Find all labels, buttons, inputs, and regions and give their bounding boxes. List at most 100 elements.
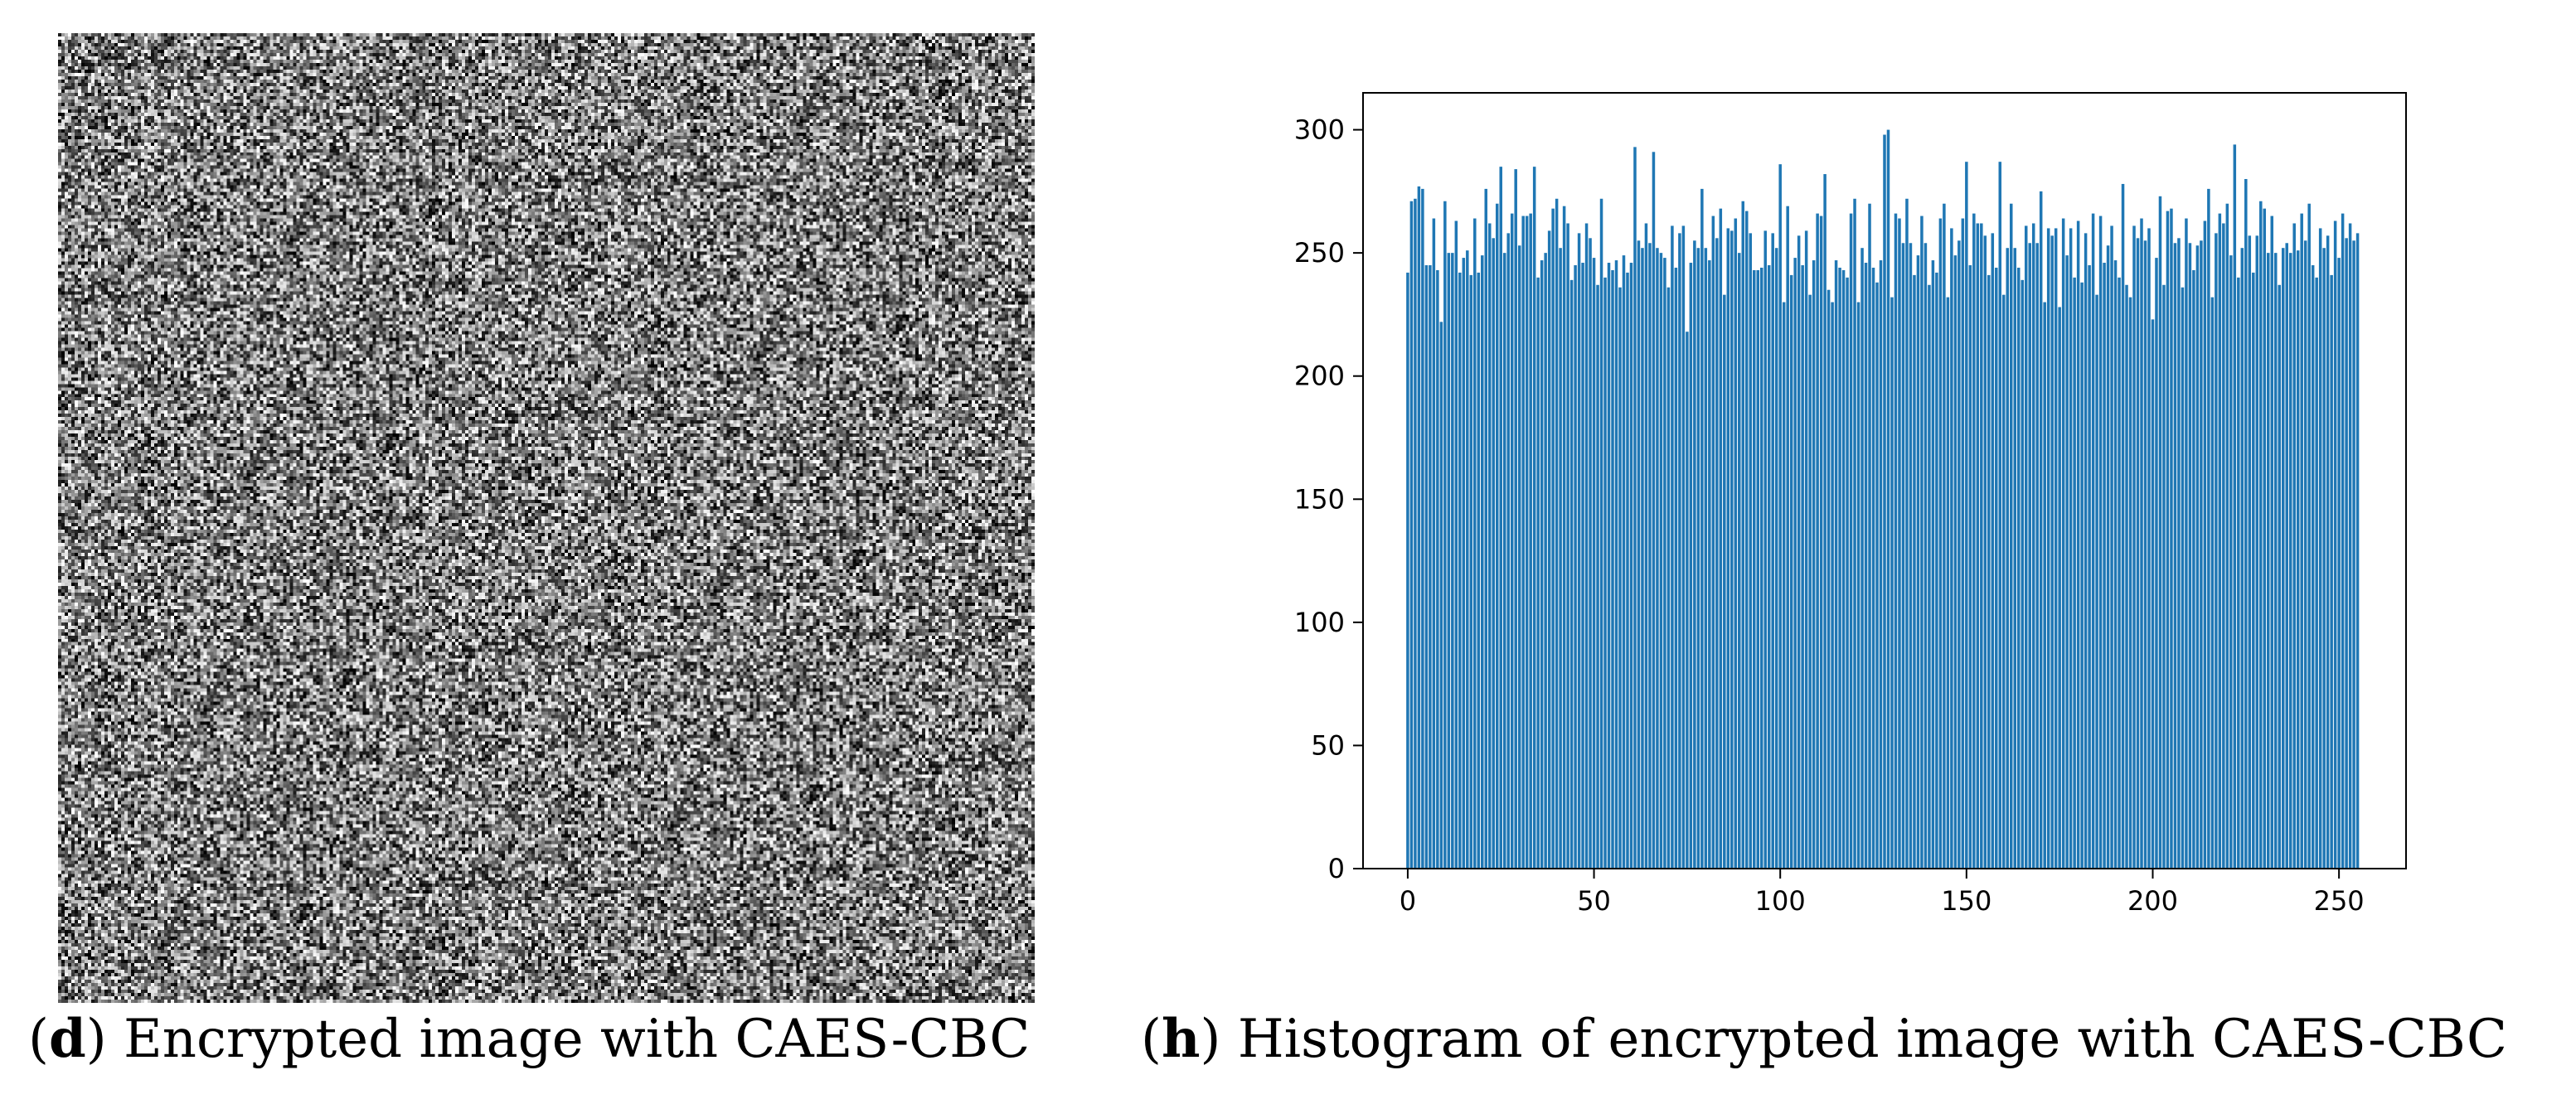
bar-14 xyxy=(1458,272,1462,869)
bar-178 xyxy=(2069,228,2073,869)
caption-letter-h: h xyxy=(1161,1008,1201,1070)
bar-107 xyxy=(1804,230,1808,869)
bar-168 xyxy=(2031,223,2035,869)
bar-221 xyxy=(2229,255,2233,869)
bar-197 xyxy=(2140,218,2143,869)
bar-93 xyxy=(1752,269,1756,869)
bar-37 xyxy=(1544,253,1547,869)
bar-44 xyxy=(1569,279,1574,869)
bar-133 xyxy=(1901,243,1905,869)
bar-55 xyxy=(1611,269,1614,869)
bar-156 xyxy=(1987,274,1991,869)
bar-54 xyxy=(1607,263,1611,869)
bar-191 xyxy=(2118,277,2121,869)
bar-237 xyxy=(2288,253,2292,869)
y-tick-label-300: 300 xyxy=(1294,114,1345,146)
bar-175 xyxy=(2058,307,2061,869)
bar-249 xyxy=(2333,220,2337,869)
bar-153 xyxy=(1976,223,1980,869)
bar-90 xyxy=(1741,201,1745,869)
bar-84 xyxy=(1719,208,1723,869)
bar-142 xyxy=(1935,272,1938,869)
bar-148 xyxy=(1957,240,1961,869)
bar-58 xyxy=(1622,255,1626,869)
bar-47 xyxy=(1581,263,1584,869)
bar-181 xyxy=(2080,282,2084,869)
x-tick-label-50: 50 xyxy=(1577,885,1611,917)
bar-145 xyxy=(1946,297,1950,869)
bar-128 xyxy=(1883,134,1886,869)
bar-94 xyxy=(1756,269,1759,869)
bar-159 xyxy=(1998,162,2002,869)
bar-200 xyxy=(2151,319,2155,869)
bar-241 xyxy=(2303,240,2307,869)
bar-202 xyxy=(2158,196,2162,869)
bar-147 xyxy=(1953,255,1957,869)
bar-165 xyxy=(2021,279,2024,869)
bar-214 xyxy=(2203,220,2207,869)
bar-102 xyxy=(1786,206,1789,869)
bar-24 xyxy=(1495,203,1499,869)
bar-103 xyxy=(1789,274,1793,869)
bar-130 xyxy=(1890,297,1894,869)
bar-131 xyxy=(1894,213,1898,869)
bar-152 xyxy=(1972,213,1976,869)
bar-211 xyxy=(2192,269,2195,869)
bar-25 xyxy=(1499,167,1502,869)
bar-89 xyxy=(1738,253,1741,869)
bar-135 xyxy=(1909,243,1913,869)
bar-150 xyxy=(1965,162,1968,869)
bar-11 xyxy=(1447,253,1451,869)
bar-216 xyxy=(2210,297,2215,869)
bar-136 xyxy=(1913,274,1916,869)
encrypted-image xyxy=(58,33,1035,1003)
bar-116 xyxy=(1838,267,1841,869)
bar-187 xyxy=(2103,263,2106,869)
bar-210 xyxy=(2188,243,2192,869)
y-tick-label-50: 50 xyxy=(1311,729,1345,761)
bar-99 xyxy=(1774,248,1778,869)
bar-204 xyxy=(2166,211,2170,869)
bar-13 xyxy=(1454,220,1458,869)
bar-60 xyxy=(1629,263,1633,869)
bar-85 xyxy=(1723,294,1726,869)
bar-203 xyxy=(2162,284,2166,869)
bar-255 xyxy=(2355,233,2360,869)
bar-161 xyxy=(2006,248,2010,869)
bar-22 xyxy=(1488,223,1492,869)
bar-199 xyxy=(2147,228,2151,869)
bar-220 xyxy=(2225,203,2229,869)
bar-41 xyxy=(1559,248,1562,869)
bar-118 xyxy=(1846,277,1849,869)
bar-201 xyxy=(2155,258,2158,869)
bar-141 xyxy=(1931,260,1935,869)
bar-234 xyxy=(2278,284,2281,869)
bar-218 xyxy=(2218,213,2222,869)
bar-95 xyxy=(1759,267,1763,869)
bar-239 xyxy=(2296,250,2300,869)
bar-78 xyxy=(1696,248,1700,869)
bar-155 xyxy=(1983,235,1987,869)
x-tick-label-250: 250 xyxy=(2314,885,2365,917)
bar-207 xyxy=(2177,238,2181,869)
bar-31 xyxy=(1521,215,1525,869)
bar-238 xyxy=(2292,223,2296,869)
bar-140 xyxy=(1928,284,1931,869)
bar-110 xyxy=(1816,213,1819,869)
bar-217 xyxy=(2215,233,2218,869)
bar-240 xyxy=(2300,213,2303,869)
bar-48 xyxy=(1584,223,1589,869)
y-tick-label-150: 150 xyxy=(1294,483,1345,515)
histogram-axes: 0 50 100 150 200 250 0 50 100 150 200 250 300 xyxy=(1294,92,2407,917)
y-tick-label-200: 200 xyxy=(1294,361,1345,392)
bar-247 xyxy=(2326,235,2330,869)
bar-157 xyxy=(1991,233,1995,869)
histogram-bars xyxy=(1406,129,2360,869)
bar-132 xyxy=(1898,218,1901,869)
bar-115 xyxy=(1834,260,1838,869)
bar-23 xyxy=(1492,238,1496,869)
bar-75 xyxy=(1686,332,1689,869)
bar-225 xyxy=(2244,179,2248,869)
bar-6 xyxy=(1429,265,1432,869)
